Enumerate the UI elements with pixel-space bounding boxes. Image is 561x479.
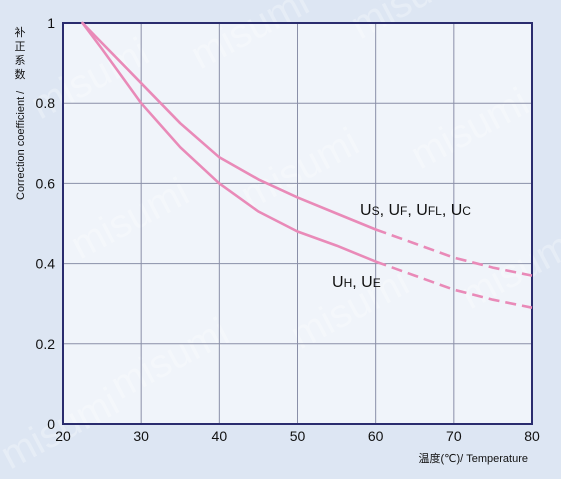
x-tick-label: 40 — [212, 428, 228, 444]
series-label-sep: , — [380, 202, 389, 219]
series-line-dashed-0 — [375, 228, 533, 277]
series-line-solid-1 — [81, 21, 378, 263]
series-label-sub: H — [344, 276, 353, 290]
series-label-sub: FL — [428, 204, 442, 218]
x-tick-label: 20 — [55, 428, 71, 444]
y-axis-label-cjk-char: 正 — [15, 41, 26, 53]
series-label-1: UH, UE — [332, 274, 381, 291]
series-label-main: U — [332, 274, 344, 291]
series-line-dashed-1 — [375, 260, 533, 309]
series-label-sep: , — [442, 202, 451, 219]
y-axis-label-cjk-char: 系 — [15, 54, 26, 67]
x-tick-label: 80 — [524, 428, 540, 444]
series-label-main: U — [388, 202, 400, 219]
y-tick-label: 0.8 — [36, 95, 56, 111]
series-label-main: U — [416, 202, 428, 219]
series-label-main: U — [451, 202, 463, 219]
series-label-sub: S — [372, 204, 380, 218]
y-tick-labels: 0 0.2 0.4 0.6 0.8 1 — [36, 15, 56, 432]
x-tick-label: 30 — [133, 428, 149, 444]
x-axis-label: 温度(℃)/ Temperature — [418, 451, 528, 465]
x-tick-label: 70 — [446, 428, 462, 444]
y-axis-label-cjk-char: 数 — [15, 68, 26, 81]
x-tick-labels: 20 30 40 50 60 70 80 — [55, 428, 540, 444]
x-tick-label: 60 — [368, 428, 384, 444]
series-lines — [81, 21, 533, 309]
y-axis-label-en: Correction coefficient / — [15, 90, 27, 200]
series-label-sep: , — [407, 202, 416, 219]
series-label-sub: E — [373, 276, 381, 290]
y-tick-label: 1 — [47, 15, 55, 31]
plot-frame — [62, 22, 533, 425]
y-tick-label: 0 — [47, 416, 55, 432]
series-label-main: U — [361, 274, 373, 291]
series-label-main: U — [360, 202, 372, 219]
series-label-sub: F — [400, 204, 407, 218]
series-label-sub: C — [462, 204, 471, 218]
x-tick-label: 50 — [290, 428, 306, 444]
series-line-solid-0 — [81, 21, 378, 231]
y-axis-label-cjk-char: 补 — [15, 26, 26, 39]
y-tick-label: 0.2 — [36, 336, 56, 352]
y-tick-label: 0.6 — [36, 175, 56, 191]
y-tick-label: 0.4 — [36, 256, 56, 272]
series-label-0: US, UF, UFL, UC — [360, 202, 471, 219]
series-label-sep: , — [352, 274, 361, 291]
